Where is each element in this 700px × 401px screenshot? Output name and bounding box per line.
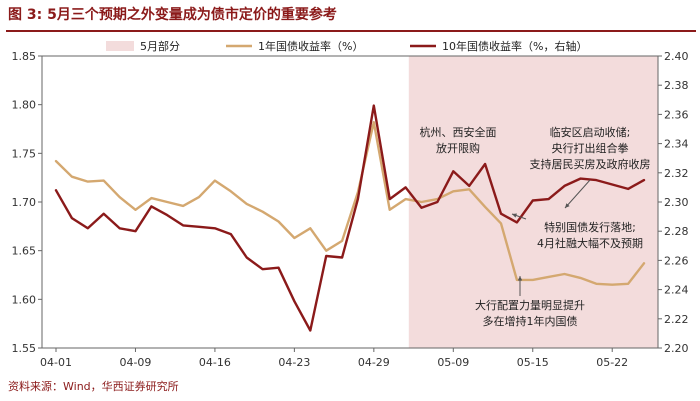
y-left-tick-label: 1.75 xyxy=(12,147,37,160)
y-right-tick-label: 2.30 xyxy=(664,196,689,209)
y-left-tick-label: 1.65 xyxy=(12,245,37,258)
y-left-tick-label: 1.80 xyxy=(12,99,37,112)
x-tick-label: 04-09 xyxy=(119,356,151,369)
annotation-arrowhead xyxy=(517,276,523,281)
y-right-tick-label: 2.20 xyxy=(664,342,689,355)
y-left-tick-label: 1.55 xyxy=(12,342,37,355)
annotation-text: 支持居民买房及政府收房 xyxy=(530,157,651,171)
legend-label-1y: 1年国债收益率（%） xyxy=(258,39,363,53)
annotation-text: 放开限购 xyxy=(436,141,480,155)
series-1y-yield-line xyxy=(54,121,646,286)
y-left-tick-label: 1.85 xyxy=(12,50,37,63)
figure-title: 图 3: 5月三个预期之外变量成为债市定价的重要参考 xyxy=(8,7,337,23)
annotation-text: 特别国债发行落地; xyxy=(544,220,636,234)
y-right-tick-label: 2.36 xyxy=(664,108,689,121)
x-tick-label: 04-16 xyxy=(199,356,231,369)
annotation-arrow xyxy=(564,179,591,209)
series-10y-yield-line xyxy=(54,104,646,332)
title-divider xyxy=(6,30,696,32)
y-right-tick-label: 2.22 xyxy=(664,313,689,326)
legend-label-10y: 10年国债收益率（%，右轴） xyxy=(442,39,587,53)
legend-swatch-may xyxy=(106,41,134,51)
y-right-tick-label: 2.34 xyxy=(664,138,689,151)
x-tick-label: 05-09 xyxy=(437,356,469,369)
annotation-text: 大行配置力量明显提升 xyxy=(475,298,585,312)
y-right-tick-label: 2.26 xyxy=(664,254,689,267)
x-tick-label: 05-15 xyxy=(517,356,549,369)
y-left-tick-label: 1.60 xyxy=(12,293,37,306)
source-note: 资料来源：Wind，华西证券研究所 xyxy=(8,380,179,393)
annotation-text: 杭州、西安全面 xyxy=(420,125,497,139)
y-right-tick-label: 2.24 xyxy=(664,284,689,297)
annotation-text: 多在增持1年内国债 xyxy=(483,314,578,328)
line-chart: 1.55 1.60 1.65 1.70 1.75 1.80 1.85 2.20 2.22 2.24… xyxy=(12,39,689,369)
annotation-text: 央行打出组合拳 xyxy=(552,141,629,155)
legend-label-may: 5月部分 xyxy=(140,39,180,53)
x-tick-label: 04-01 xyxy=(40,356,72,369)
y-right-tick-label: 2.38 xyxy=(664,79,689,92)
x-tick-label: 04-23 xyxy=(278,356,310,369)
y-right-tick-label: 2.28 xyxy=(664,225,689,238)
y-left-tick-label: 1.70 xyxy=(12,196,37,209)
x-tick-label: 05-22 xyxy=(596,356,628,369)
y-right-tick-label: 2.32 xyxy=(664,167,689,180)
may-shaded-region xyxy=(408,56,658,348)
y-right-tick-label: 2.40 xyxy=(664,50,689,63)
annotation-arrowhead xyxy=(512,213,517,218)
x-tick-label: 04-29 xyxy=(358,356,390,369)
annotation-arrowhead xyxy=(565,203,570,208)
annotation-text: 4月社融大幅不及预期 xyxy=(537,236,643,250)
annotation-text: 临安区启动收储; xyxy=(550,125,631,139)
